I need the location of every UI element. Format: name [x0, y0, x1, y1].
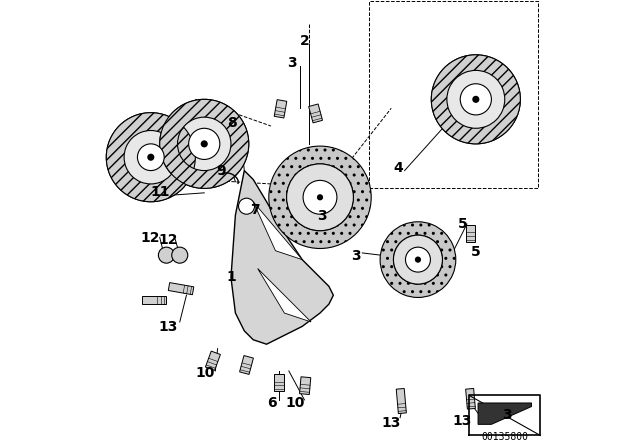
Text: 3: 3	[502, 408, 512, 422]
Circle shape	[172, 247, 188, 263]
Text: 1: 1	[226, 270, 236, 284]
Text: 8: 8	[227, 116, 237, 130]
Text: 00135800: 00135800	[481, 432, 528, 442]
Text: 13: 13	[452, 414, 472, 428]
Bar	[205, 351, 220, 370]
Wedge shape	[160, 99, 249, 188]
Circle shape	[317, 194, 323, 200]
Bar	[300, 377, 311, 395]
Wedge shape	[269, 146, 371, 249]
Circle shape	[303, 181, 337, 214]
Polygon shape	[258, 268, 311, 322]
Wedge shape	[431, 55, 520, 144]
Bar	[396, 388, 406, 414]
Circle shape	[431, 55, 520, 144]
Circle shape	[138, 144, 164, 171]
Circle shape	[406, 247, 431, 272]
Circle shape	[106, 113, 195, 202]
Text: 9: 9	[216, 164, 226, 177]
Text: 12: 12	[140, 231, 159, 245]
Circle shape	[189, 128, 220, 159]
Text: 10: 10	[195, 366, 215, 380]
Circle shape	[239, 198, 255, 214]
Text: 3: 3	[317, 209, 327, 223]
Circle shape	[472, 96, 479, 103]
Wedge shape	[106, 113, 195, 202]
Text: 6: 6	[268, 396, 277, 410]
Circle shape	[160, 99, 249, 188]
Text: 5: 5	[471, 245, 481, 258]
Text: 3: 3	[287, 56, 297, 70]
Bar	[239, 356, 253, 375]
Bar	[274, 99, 287, 118]
Polygon shape	[231, 171, 333, 344]
Bar	[465, 225, 476, 242]
Text: 3: 3	[351, 249, 360, 263]
Text: 13: 13	[158, 320, 177, 334]
Circle shape	[287, 164, 353, 231]
Text: 12: 12	[158, 233, 177, 246]
Bar	[466, 388, 476, 409]
Bar	[308, 104, 323, 123]
Circle shape	[147, 154, 154, 161]
Bar	[168, 283, 194, 295]
Circle shape	[460, 84, 492, 115]
Wedge shape	[380, 222, 456, 297]
Bar	[142, 296, 166, 304]
Circle shape	[394, 235, 442, 284]
Text: 2: 2	[300, 34, 309, 47]
Text: 11: 11	[150, 185, 170, 199]
Text: 7: 7	[250, 203, 259, 217]
Circle shape	[415, 257, 421, 263]
Polygon shape	[253, 202, 302, 260]
Bar	[274, 374, 284, 391]
Text: 4: 4	[393, 161, 403, 175]
Circle shape	[158, 247, 175, 263]
Text: 13: 13	[381, 417, 401, 431]
Text: 5: 5	[458, 217, 467, 231]
Polygon shape	[478, 403, 531, 424]
Circle shape	[201, 140, 208, 147]
Text: 10: 10	[286, 396, 305, 410]
